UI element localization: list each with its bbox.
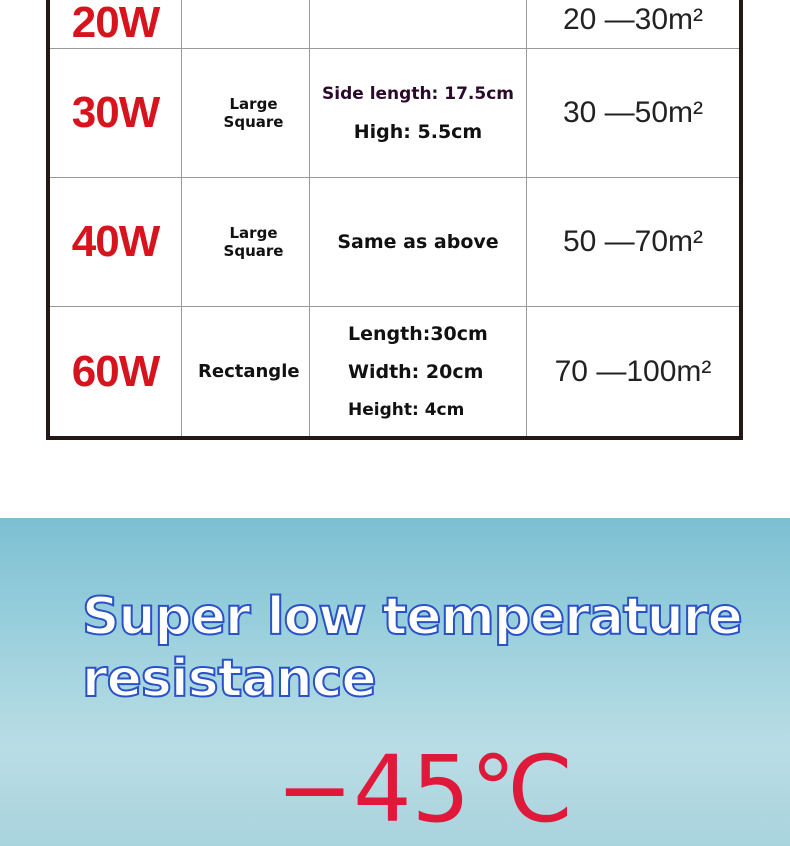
temperature-value: −45℃ [276,736,574,843]
area: 50 —70m² [562,225,704,258]
shape: Large Square [223,224,284,260]
shape: Rectangle [198,361,300,382]
power: 20W [71,0,160,47]
area: 30 —50m² [562,96,704,129]
size-line: Same as above [337,231,499,253]
table-row: 60W Rectangle Length:30cm Width: 20cm Heig… [50,307,739,436]
size-line: Height: 4cm [348,399,465,420]
size-line: Length:30cm [348,322,488,345]
area: 70 —100m² [554,354,712,388]
headline-line: Super low temperature [81,586,744,648]
area: 20 —30m² [562,3,704,36]
size-line: High: 5.5cm [353,121,483,143]
headline: Super low temperature resistance [81,586,744,710]
power: 30W [71,88,160,137]
shape: Large Square [223,95,284,131]
power: 60W [71,346,160,396]
table-row: 40W Large Square Same as above 50 —70m² [50,178,739,307]
table-row: 20W Height: 5cm 20 —30m² [50,0,739,49]
size-line: Side length: 17.5cm [322,84,514,104]
power: 40W [71,217,160,266]
low-temperature-banner: Super low temperature resistance −45℃ [0,518,790,846]
specs-table: 20W Height: 5cm 20 —30m² 30W Large Squar… [46,0,743,440]
size-line: Height: 5cm [353,0,483,9]
size-line: Width: 20cm [348,360,484,383]
headline-line: resistance [81,648,378,710]
table-row: 30W Large Square Side length: 17.5cm High… [50,49,739,178]
